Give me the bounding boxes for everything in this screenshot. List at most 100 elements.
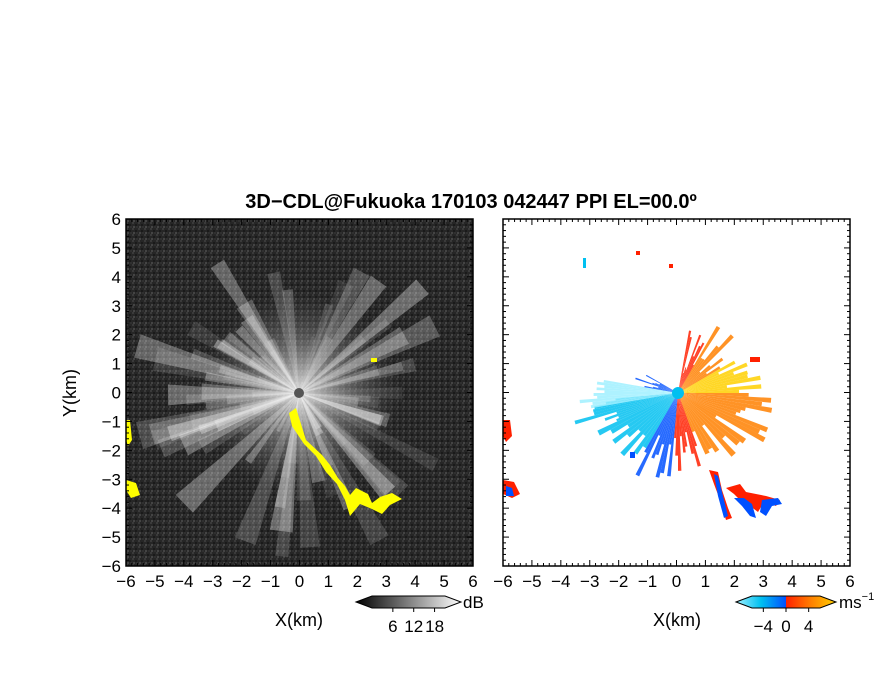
velocity-ray (678, 357, 703, 393)
velocity-ray (678, 393, 701, 467)
velocity-ray (596, 387, 678, 393)
colorbar-tick-label: 18 (425, 617, 444, 636)
velocity-ray (661, 393, 678, 445)
x-tick-label: −5 (145, 572, 164, 591)
velocity-ray (678, 393, 737, 416)
velocity-ray (627, 393, 678, 428)
velocity-ray (678, 393, 769, 433)
velocity-ray (678, 358, 705, 393)
velocity-ray (597, 393, 678, 436)
velocity-ray (674, 393, 678, 439)
colorbar-tick-label: −4 (754, 617, 773, 636)
velocity-ray (678, 393, 740, 446)
velocity-ray (678, 371, 735, 393)
x-tick-label: −2 (609, 572, 628, 591)
velocity-ray (678, 393, 687, 433)
velocity-ray (645, 374, 678, 393)
velocity-ray (678, 393, 710, 455)
velocity-ray (678, 393, 720, 453)
velocity-ray (678, 330, 692, 393)
velocity-ray (678, 389, 740, 393)
velocity-ray (604, 393, 678, 421)
velocity-ray (678, 393, 682, 471)
velocity-ray (678, 375, 761, 393)
velocity-ray (678, 325, 721, 393)
x-tick-label: −1 (261, 572, 280, 591)
velocity-ray (574, 393, 678, 425)
velocity-ray (678, 334, 734, 393)
velocity-ray (594, 393, 678, 410)
velocity-ray (633, 393, 678, 455)
velocity-ray (678, 372, 707, 393)
x-tick-label: −4 (174, 572, 193, 591)
y-tick-label: 3 (112, 297, 121, 316)
x-tick-label: 6 (845, 572, 854, 591)
velocity-ray (593, 393, 678, 396)
velocity-ray (678, 342, 705, 393)
velocity-ray (618, 393, 678, 419)
x-tick-label: 4 (410, 572, 419, 591)
velocity-ray (678, 369, 687, 393)
velocity-ray (678, 336, 692, 393)
x-tick-label: 2 (730, 572, 739, 591)
velocity-ray (678, 393, 688, 447)
velocity-ray (678, 393, 746, 411)
velocity-ray (597, 393, 678, 399)
velocity-ray (655, 393, 678, 478)
velocity-ray (678, 334, 702, 393)
y-tick-label: −5 (102, 528, 121, 547)
velocity-ray (678, 371, 701, 393)
x-tick-label: 5 (816, 572, 825, 591)
velocity-ray (678, 356, 695, 393)
right-colorbar-unit: ms−1 (839, 591, 874, 612)
velocity-ray (678, 393, 766, 443)
velocity-ray (660, 393, 678, 474)
velocity-ray (678, 393, 713, 450)
figure-title: 3D−CDL@Fukuoka 170103 042447 PPI EL=00.0… (245, 191, 697, 213)
velocity-ray (678, 393, 698, 447)
velocity-ray (678, 393, 747, 444)
x-tick-label: 0 (672, 572, 681, 591)
velocity-ray (678, 393, 763, 407)
velocity-ray (678, 393, 695, 433)
velocity-ray (678, 385, 728, 393)
right-colorbar-unit-exp: −1 (862, 591, 875, 603)
velocity-ray (678, 393, 726, 439)
y-tick-label: −2 (102, 441, 121, 460)
velocity-ray (610, 393, 678, 434)
velocity-ray (644, 393, 678, 453)
y-tick-label: 2 (112, 326, 121, 345)
velocity-ray (612, 393, 678, 444)
velocity-ray (678, 393, 695, 455)
x-tick-label: 6 (468, 572, 477, 591)
x-tick-label: −3 (203, 572, 222, 591)
x-tick-label: 4 (787, 572, 796, 591)
y-tick-label: 6 (112, 210, 121, 229)
y-tick-label: −4 (102, 499, 121, 518)
x-tick-label: −1 (638, 572, 657, 591)
velocity-ray (678, 393, 761, 434)
velocity-ray (627, 393, 678, 438)
velocity-ray (678, 393, 736, 457)
velocity-ray (678, 393, 717, 418)
velocity-ray (642, 393, 678, 437)
x-tick-label: 5 (439, 572, 448, 591)
x-tick-label: 1 (324, 572, 333, 591)
x-tick-label: 1 (701, 572, 710, 591)
velocity-ray (678, 372, 720, 393)
velocity-ray (678, 364, 695, 393)
velocity-ray (579, 393, 678, 404)
x-tick-label: −3 (580, 572, 599, 591)
velocity-ray (592, 393, 678, 413)
velocity-ray (678, 393, 686, 453)
velocity-ray (678, 393, 682, 437)
velocity-ray (678, 393, 749, 397)
velocity-ray (620, 393, 678, 457)
velocity-ray (652, 386, 678, 393)
velocity-ray (655, 393, 678, 456)
velocity-ray (644, 385, 678, 393)
left-ylabel: Y(km) (60, 369, 80, 417)
velocity-ray (604, 385, 678, 393)
